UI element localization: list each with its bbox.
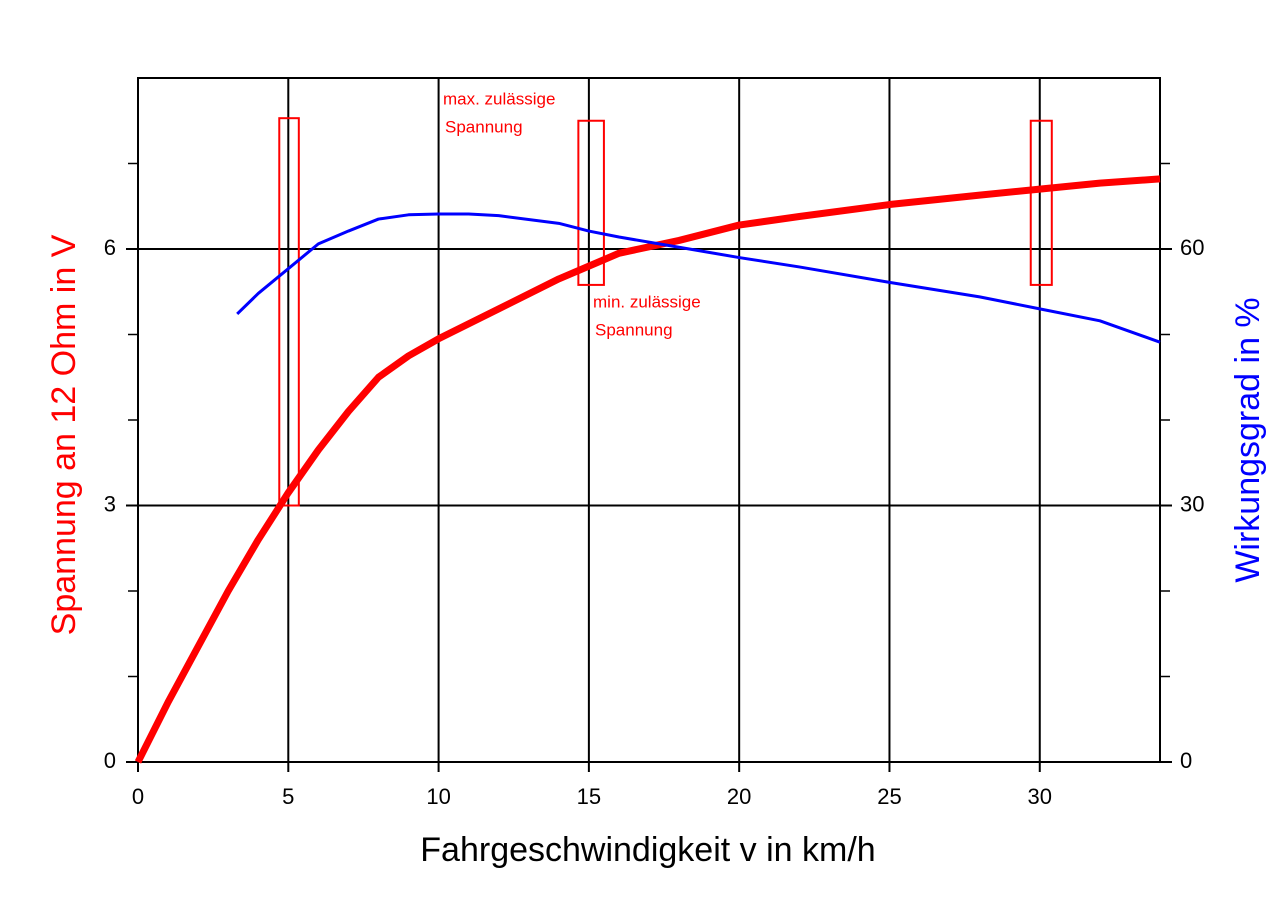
- limit-box: [577, 119, 605, 286]
- annotation: max. zulässige: [443, 89, 555, 108]
- x-tick-label: 20: [727, 784, 751, 809]
- data-line: [236, 212, 1161, 344]
- y2-tick-label: 30: [1180, 491, 1204, 516]
- limit-box: [1029, 119, 1053, 286]
- y-tick-label: 0: [104, 748, 116, 773]
- y2-tick-label: 60: [1180, 235, 1204, 260]
- y-tick-label: 6: [104, 235, 116, 260]
- x-tick-label: 25: [877, 784, 901, 809]
- y2-tick-label: 0: [1180, 748, 1192, 773]
- x-tick-label: 10: [426, 784, 450, 809]
- x-tick-label: 30: [1028, 784, 1052, 809]
- annotation: min. zulässige: [593, 292, 701, 311]
- y2-axis-label: Wirkungsgrad in %: [1229, 297, 1267, 582]
- data-line: [134, 175, 1161, 764]
- x-tick-label: 15: [577, 784, 601, 809]
- y-tick-label: 3: [104, 491, 116, 516]
- plot-frame: [137, 77, 1161, 763]
- y-axis-label: Spannung an 12 Ohm in V: [45, 234, 83, 635]
- annotation: Spannung: [595, 320, 673, 339]
- annotation: Spannung: [445, 117, 523, 136]
- x-axis-label: Fahrgeschwindigkeit v in km/h: [420, 831, 875, 869]
- limit-box: [278, 117, 300, 507]
- x-tick-label: 5: [282, 784, 294, 809]
- x-tick-label: 0: [132, 784, 144, 809]
